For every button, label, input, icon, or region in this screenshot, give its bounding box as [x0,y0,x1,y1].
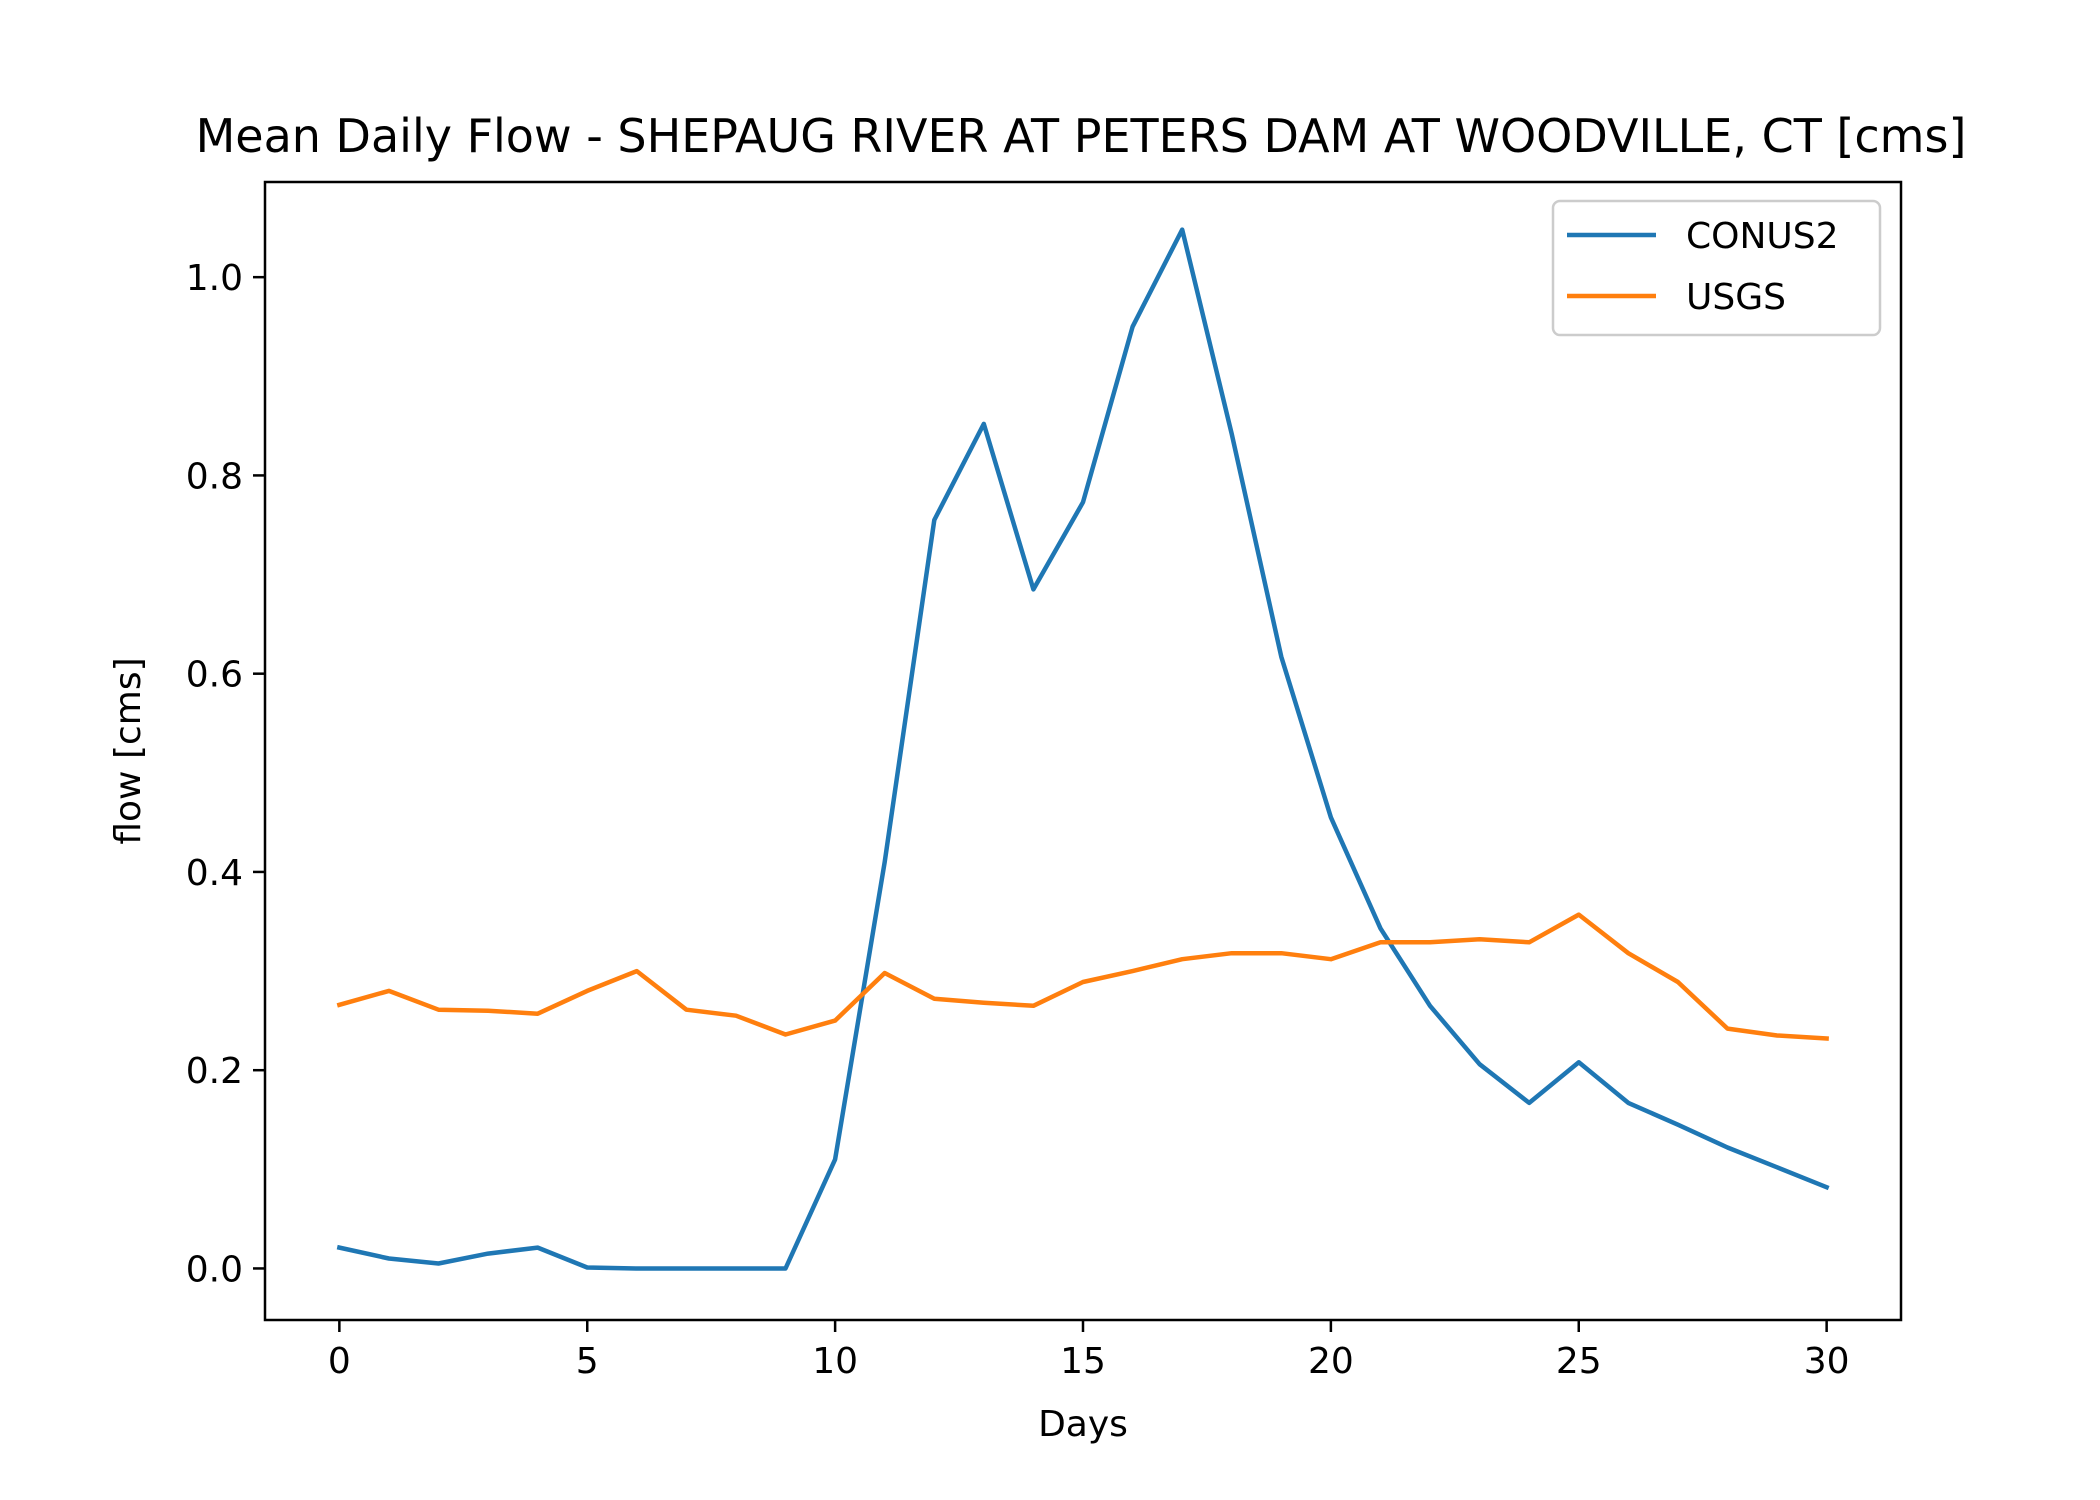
legend-label-conus2: CONUS2 [1686,216,1839,257]
x-tick-label: 20 [1308,1341,1354,1382]
y-tick-label: 0.6 [186,655,243,696]
y-tick-label: 0.0 [186,1249,243,1290]
y-tick-label: 0.4 [186,853,243,894]
x-tick-label: 15 [1060,1341,1106,1382]
y-tick-label: 0.2 [186,1051,243,1092]
y-axis: 0.0 0.2 0.4 0.6 0.8 1.0 [186,258,265,1290]
y-axis-label: flow [cms] [108,657,149,844]
legend-label-usgs: USGS [1686,277,1786,318]
chart-title: Mean Daily Flow - SHEPAUG RIVER AT PETER… [196,109,1967,163]
x-tick-label: 10 [812,1341,858,1382]
series-line-usgs [336,912,1829,1041]
x-tick-label: 25 [1556,1341,1602,1382]
x-tick-label: 5 [576,1341,599,1382]
legend: CONUS2 USGS [1551,199,1882,337]
x-axis-label: Days [1038,1404,1128,1445]
x-tick-label: 30 [1804,1341,1850,1382]
y-tick-label: 0.8 [186,456,243,497]
series-line-conus2 [336,227,1830,1271]
x-tick-label: 0 [328,1341,351,1382]
x-axis: 0 5 10 15 20 25 30 [328,1320,1850,1382]
y-tick-label: 1.0 [186,258,243,299]
series-layer [336,227,1830,1271]
